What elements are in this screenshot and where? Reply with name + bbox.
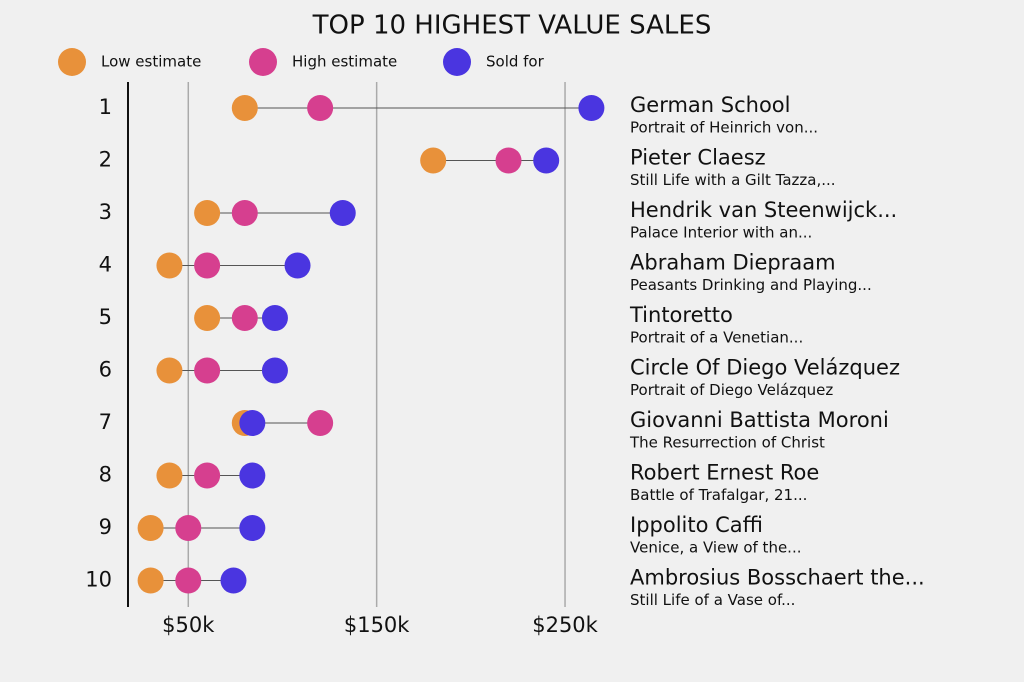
work-title: Venice, a View of the... <box>630 539 801 557</box>
artist-name: German School <box>630 93 790 117</box>
legend-swatch <box>58 48 86 76</box>
dot <box>156 252 183 279</box>
artist-name: Ippolito Caffi <box>630 513 763 537</box>
dot <box>239 462 266 489</box>
dot <box>495 147 522 174</box>
y-tick-label: 1 <box>99 95 112 119</box>
work-title: Portrait of a Venetian... <box>630 329 803 347</box>
dot <box>231 200 258 226</box>
chart-title: TOP 10 HIGHEST VALUE SALES <box>312 11 712 41</box>
dot <box>175 515 202 541</box>
dot <box>137 567 164 594</box>
artist-name: Circle Of Diego Velázquez <box>630 356 900 380</box>
artist-name: Tintoretto <box>629 303 733 327</box>
artist-name: Robert Ernest Roe <box>630 461 819 485</box>
y-tick-label: 7 <box>99 410 112 434</box>
dot <box>194 200 221 226</box>
y-tick-label: 5 <box>99 305 112 329</box>
y-tick-label: 4 <box>99 253 112 277</box>
y-tick-label: 10 <box>85 568 112 592</box>
x-tick-label: $250k <box>532 613 598 637</box>
dot <box>156 462 183 489</box>
legend-swatch <box>443 48 471 76</box>
work-title: Portrait of Heinrich von... <box>630 119 818 137</box>
legend-label: High estimate <box>292 53 397 71</box>
work-title: Peasants Drinking and Playing... <box>630 276 872 294</box>
y-tick-label: 6 <box>99 358 112 382</box>
dot <box>329 200 356 226</box>
y-tick-label: 8 <box>99 463 112 487</box>
work-title: Palace Interior with an... <box>630 224 812 242</box>
y-tick-label: 9 <box>99 515 112 539</box>
dot <box>261 357 288 384</box>
artist-name: Hendrik van Steenwijck... <box>630 198 897 222</box>
x-tick-label: $50k <box>162 613 215 637</box>
dot <box>231 95 258 121</box>
dot <box>533 147 560 174</box>
dot <box>239 410 266 436</box>
dot <box>194 252 221 279</box>
dot <box>156 357 183 384</box>
y-tick-label: 3 <box>99 200 112 224</box>
legend-swatch <box>249 48 277 76</box>
x-tick-label: $150k <box>344 613 410 637</box>
artist-name: Ambrosius Bosschaert the... <box>630 566 925 590</box>
work-title: Still Life of a Vase of... <box>630 591 795 609</box>
y-tick-label: 2 <box>99 148 112 172</box>
work-title: The Resurrection of Christ <box>629 434 825 452</box>
work-title: Portrait of Diego Velázquez <box>630 381 833 399</box>
dot <box>420 147 447 174</box>
dot <box>578 95 605 121</box>
artist-name: Giovanni Battista Moroni <box>630 408 889 432</box>
work-title: Still Life with a Gilt Tazza,... <box>630 171 836 189</box>
dot <box>231 305 258 331</box>
dot <box>239 515 266 541</box>
legend-label: Low estimate <box>101 53 201 71</box>
dot <box>194 462 221 489</box>
legend-label: Sold for <box>486 53 545 71</box>
dot <box>284 252 311 279</box>
dot <box>194 357 221 384</box>
dot <box>220 567 247 594</box>
dot <box>261 305 288 331</box>
dot <box>194 305 221 331</box>
work-title: Battle of Trafalgar, 21... <box>630 486 807 504</box>
dot <box>307 95 334 121</box>
artist-name: Pieter Claesz <box>630 146 766 170</box>
artist-name: Abraham Diepraam <box>630 251 836 275</box>
dot <box>175 567 202 594</box>
dot <box>307 410 334 436</box>
dot <box>137 515 164 541</box>
